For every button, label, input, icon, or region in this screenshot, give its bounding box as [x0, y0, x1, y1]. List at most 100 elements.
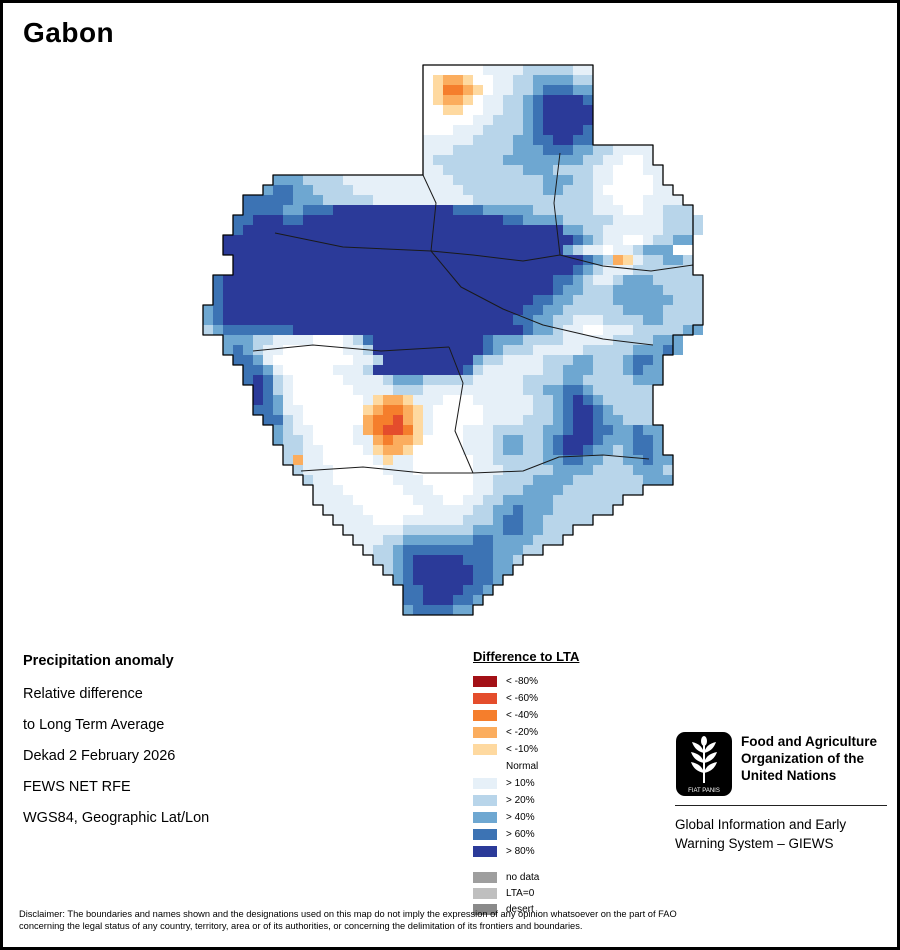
map-cell	[363, 375, 373, 385]
map-cell	[303, 285, 313, 295]
map-cell	[373, 325, 383, 335]
map-cell	[643, 315, 653, 325]
map-cell	[483, 255, 493, 265]
map-cell	[233, 245, 243, 255]
map-cell	[503, 535, 513, 545]
map-cell	[563, 405, 573, 415]
map-cell	[383, 255, 393, 265]
map-cell	[613, 195, 623, 205]
map-cell	[453, 185, 463, 195]
map-cell	[413, 595, 423, 605]
info-title: Precipitation anomaly	[23, 653, 174, 669]
map-cell	[553, 415, 563, 425]
map-cell	[533, 305, 543, 315]
map-cell	[463, 195, 473, 205]
map-cell	[263, 185, 273, 195]
map-cell	[393, 365, 403, 375]
map-cell	[293, 235, 303, 245]
map-cell	[293, 465, 303, 475]
map-cell	[593, 225, 603, 235]
map-cell	[383, 275, 393, 285]
map-cell	[623, 485, 633, 495]
map-cell	[423, 435, 433, 445]
map-cell	[423, 205, 433, 215]
map-cell	[603, 415, 613, 425]
map-cell	[523, 545, 533, 555]
map-cell	[503, 145, 513, 155]
map-cell	[553, 195, 563, 205]
map-cell	[633, 275, 643, 285]
map-cell	[563, 125, 573, 135]
map-cell	[533, 395, 543, 405]
map-cell	[503, 175, 513, 185]
legend-swatch	[473, 778, 497, 789]
map-cell	[543, 525, 553, 535]
map-cell	[293, 455, 303, 465]
map-cell	[453, 575, 463, 585]
map-cell	[533, 155, 543, 165]
map-cell	[263, 275, 273, 285]
map-cell	[323, 215, 333, 225]
giews-line: Global Information and Early	[675, 817, 847, 832]
map-cell	[313, 375, 323, 385]
map-cell	[453, 245, 463, 255]
map-cell	[403, 355, 413, 365]
map-cell	[493, 465, 503, 475]
map-cell	[623, 205, 633, 215]
map-cell	[353, 405, 363, 415]
map-cell	[583, 515, 593, 525]
map-cell	[483, 355, 493, 365]
map-cell	[283, 265, 293, 275]
map-cell	[293, 295, 303, 305]
legend-item--60-: < -60%	[473, 690, 623, 707]
map-cell	[623, 165, 633, 175]
map-cell	[413, 515, 423, 525]
map-cell	[443, 315, 453, 325]
map-cell	[683, 235, 693, 245]
map-cell	[433, 65, 443, 75]
map-cell	[363, 225, 373, 235]
legend-swatch	[473, 744, 497, 755]
map-cell	[503, 315, 513, 325]
map-cell	[413, 555, 423, 565]
map-cell	[493, 435, 503, 445]
map-cell	[543, 115, 553, 125]
map-cell	[293, 365, 303, 375]
map-cell	[633, 145, 643, 155]
map-cell	[603, 185, 613, 195]
map-cell	[433, 215, 443, 225]
map-cell	[543, 485, 553, 495]
map-cell	[343, 495, 353, 505]
map-cell	[473, 585, 483, 595]
map-cell	[593, 425, 603, 435]
map-cell	[373, 495, 383, 505]
map-cell	[593, 395, 603, 405]
map-cell	[453, 585, 463, 595]
map-cell	[283, 415, 293, 425]
map-cell	[333, 225, 343, 235]
map-cell	[583, 485, 593, 495]
map-cell	[413, 485, 423, 495]
map-cell	[223, 285, 233, 295]
map-cell	[313, 235, 323, 245]
map-cell	[523, 355, 533, 365]
province-border	[252, 344, 450, 352]
map-cell	[463, 165, 473, 175]
map-cell	[243, 275, 253, 285]
map-cell	[283, 205, 293, 215]
map-cell	[623, 315, 633, 325]
map-cell	[503, 115, 513, 125]
map-cell	[593, 295, 603, 305]
map-cell	[693, 315, 703, 325]
map-cell	[583, 345, 593, 355]
map-cell	[313, 255, 323, 265]
map-cell	[583, 185, 593, 195]
map-cell	[463, 285, 473, 295]
map-cell	[573, 65, 583, 75]
map-cell	[343, 515, 353, 525]
map-cell	[473, 555, 483, 565]
map-cell	[643, 375, 653, 385]
map-cell	[553, 255, 563, 265]
map-cell	[403, 315, 413, 325]
map-cell	[383, 545, 393, 555]
